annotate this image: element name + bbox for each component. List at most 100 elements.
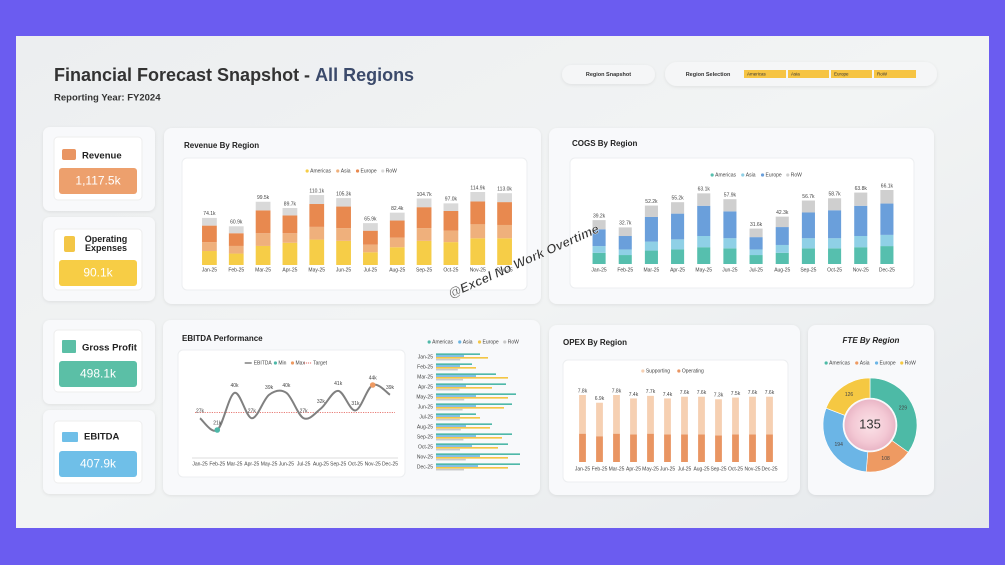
region-option-label[interactable]: Asia: [791, 71, 800, 76]
snapshot-button[interactable]: [562, 65, 655, 84]
bar-segment: [309, 239, 325, 265]
bar-segment: [880, 246, 894, 264]
total-label: 114.9k: [470, 185, 485, 191]
region-option-label[interactable]: RoW: [877, 71, 888, 76]
region-option[interactable]: [744, 70, 786, 78]
bar: [436, 405, 476, 407]
value-label: 40k: [231, 383, 240, 389]
bar-segment: [775, 216, 789, 228]
slice-label: 194: [835, 442, 844, 448]
bar-segment: [801, 200, 815, 213]
bar-segment: [723, 238, 737, 249]
x-tick-label: Aug-25: [313, 461, 329, 467]
region-option[interactable]: [788, 70, 829, 78]
bar-segment: [228, 253, 244, 265]
min-marker: [214, 427, 221, 433]
bar: [436, 395, 476, 397]
region-option[interactable]: [831, 70, 872, 78]
y-tick-label: Feb-25: [417, 364, 433, 370]
legend-label: Asia: [463, 339, 473, 345]
bar-segment: [715, 435, 722, 462]
bar-segment: [698, 434, 705, 462]
title-main: Financial Forecast Snapshot -: [54, 65, 310, 85]
y-tick-label: Nov-25: [417, 454, 433, 460]
bar-segment: [630, 398, 637, 435]
bar-segment: [732, 434, 739, 462]
bar-segment: [282, 242, 298, 265]
legend-label: Americas: [432, 339, 453, 345]
bar-segment: [749, 249, 763, 256]
x-tick-label: Mar-25: [643, 267, 659, 273]
kpi-value-box: [59, 168, 137, 194]
x-tick-label: Apr-25: [282, 267, 297, 273]
x-tick-label: Nov-25: [365, 461, 381, 467]
total-label: 7.8k: [578, 388, 588, 394]
legend-swatch: [760, 173, 765, 177]
bar-segment: [497, 238, 512, 265]
region-option-label[interactable]: Americas: [747, 71, 767, 76]
legend-label: Asia: [860, 360, 870, 366]
bar-segment: [470, 192, 486, 202]
bar: [436, 383, 506, 385]
legend-swatch: [641, 369, 645, 373]
legend-swatch: [677, 369, 681, 373]
total-label: 31.6k: [750, 222, 763, 228]
x-tick-label: Feb-25: [592, 466, 608, 472]
bar-segment: [202, 242, 217, 252]
max-marker: [369, 382, 376, 388]
bar: [436, 393, 516, 395]
bar-segment: [749, 396, 756, 435]
total-label: 74.1k: [203, 211, 216, 217]
x-tick-label: Jan-25: [591, 267, 607, 273]
bar-segment: [698, 396, 705, 435]
donut-center: [844, 399, 896, 451]
total-label: 57.9k: [724, 193, 737, 199]
x-tick-label: Jul-25: [297, 461, 311, 467]
kpi-icon: [62, 432, 78, 442]
donut-slice: [869, 377, 918, 453]
bar: [436, 387, 492, 389]
bar-segment: [749, 434, 756, 462]
bar: [436, 457, 508, 459]
legend-label: RoW: [905, 360, 916, 366]
bar: [436, 435, 476, 437]
region-option[interactable]: [874, 70, 916, 78]
total-label: 7.6k: [765, 390, 775, 396]
y-tick-label: Jan-25: [418, 354, 434, 360]
legend-swatch: [355, 169, 360, 173]
bar-segment: [416, 240, 432, 265]
total-label: 89.7k: [284, 201, 297, 207]
x-tick-label: Oct-25: [827, 267, 842, 273]
bar-segment: [723, 248, 737, 264]
value-label: 27k: [196, 409, 205, 415]
title-highlight: All Regions: [315, 65, 414, 85]
slice-label: 229: [899, 405, 908, 411]
bar-segment: [644, 216, 658, 242]
bar: [436, 385, 466, 387]
bar: [436, 398, 465, 401]
legend-swatch: [503, 340, 507, 344]
kpi-label: Operating Expenses: [84, 235, 128, 253]
bar-segment: [309, 204, 325, 227]
value-label: 39k: [265, 385, 274, 391]
bar: [436, 418, 460, 421]
total-label: 55.2k: [671, 196, 684, 202]
bar-segment: [443, 230, 459, 243]
kpi-value-box: [59, 361, 137, 387]
bar-segment: [828, 238, 842, 249]
bar: [436, 465, 478, 467]
bar-segment: [282, 233, 298, 243]
total-label: 7.4k: [629, 392, 639, 398]
legend-swatch: [855, 361, 859, 365]
x-tick-label: Mar-25: [609, 466, 625, 472]
bar: [436, 375, 476, 377]
value-label: 39k: [386, 385, 395, 391]
region-option-label[interactable]: Europe: [834, 71, 849, 76]
legend-label: Operating: [682, 368, 704, 374]
x-tick-label: May-25: [261, 461, 278, 467]
y-tick-label: Oct-25: [418, 444, 433, 450]
bar-segment: [363, 230, 378, 245]
snapshot-button-label[interactable]: Region Snapshot: [586, 72, 631, 78]
bar: [436, 407, 504, 409]
bar-segment: [880, 203, 894, 235]
